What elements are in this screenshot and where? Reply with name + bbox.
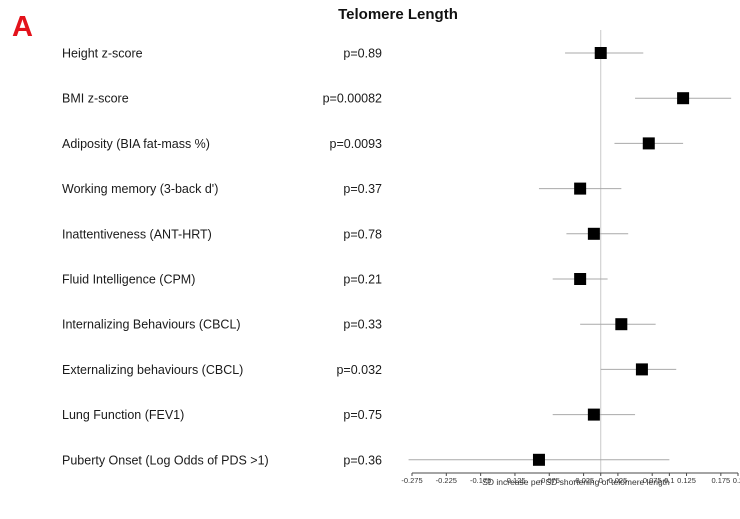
x-axis-title: SD increase per SD shortening of telomer… (482, 477, 670, 487)
x-tick-label: -0.175 (470, 476, 491, 485)
row-p-value: p=0.37 (343, 182, 382, 196)
row-label: Puberty Onset (Log Odds of PDS >1) (62, 453, 269, 467)
row-label: Lung Function (FEV1) (62, 408, 184, 422)
panel-label: A (12, 11, 33, 43)
row-label: Internalizing Behaviours (CBCL) (62, 318, 241, 332)
row-label: Inattentiveness (ANT-HRT) (62, 227, 212, 241)
x-tick-label: 0.125 (677, 476, 696, 485)
row-p-value: p=0.00082 (323, 92, 382, 106)
plot-area (408, 30, 732, 473)
row-p-value: p=0.78 (343, 227, 382, 241)
x-tick-label: -0.125 (504, 476, 525, 485)
row-p-value: p=0.032 (336, 363, 382, 377)
x-tick-label: 0.175 (711, 476, 730, 485)
row-label: BMI z-score (62, 92, 129, 106)
point-estimate (642, 137, 655, 150)
x-tick-label: -0.075 (539, 476, 560, 485)
x-tick-label: 0 (599, 476, 603, 485)
chart-title: Telomere Length (338, 6, 458, 23)
x-tick-label: 0.1 (664, 476, 674, 485)
row-p-value: p=0.75 (343, 408, 382, 422)
row-label: Fluid Intelligence (CPM) (62, 273, 195, 287)
row-p-value: p=0.0093 (330, 137, 383, 151)
point-estimate (677, 92, 690, 105)
row-p-value: p=0.21 (343, 273, 382, 287)
row-label: Adiposity (BIA fat-mass %) (62, 137, 210, 151)
x-tick-label: 0.075 (643, 476, 662, 485)
row-p-value: p=0.36 (343, 453, 382, 467)
rows-layer: Height z-score p=0.89 BMI z-score p=0.00082… (62, 47, 382, 468)
point-estimate (574, 182, 587, 195)
point-estimate (635, 363, 648, 376)
row-label: Working memory (3-back d') (62, 182, 218, 196)
point-estimate (587, 408, 600, 421)
x-axis: -0.275 -0.225 -0.175 -0.125 -0.075 -0.025 0 0.0… (401, 472, 740, 485)
x-tick-label: -0.275 (401, 476, 422, 485)
point-estimate (574, 273, 587, 285)
x-tick-label: -0.225 (436, 476, 457, 485)
point-estimate (532, 453, 545, 466)
x-tick-label: -0.025 (573, 476, 594, 485)
point-estimate (594, 47, 607, 59)
row-p-value: p=0.33 (343, 318, 382, 332)
x-tick-label: 0.2 (733, 476, 740, 485)
row-label: Height z-score (62, 47, 143, 61)
point-estimate (587, 227, 600, 240)
row-p-value: p=0.89 (343, 47, 382, 61)
x-tick-label: 0.025 (609, 476, 628, 485)
point-estimate (615, 318, 628, 331)
row-label: Externalizing behaviours (CBCL) (62, 363, 243, 377)
